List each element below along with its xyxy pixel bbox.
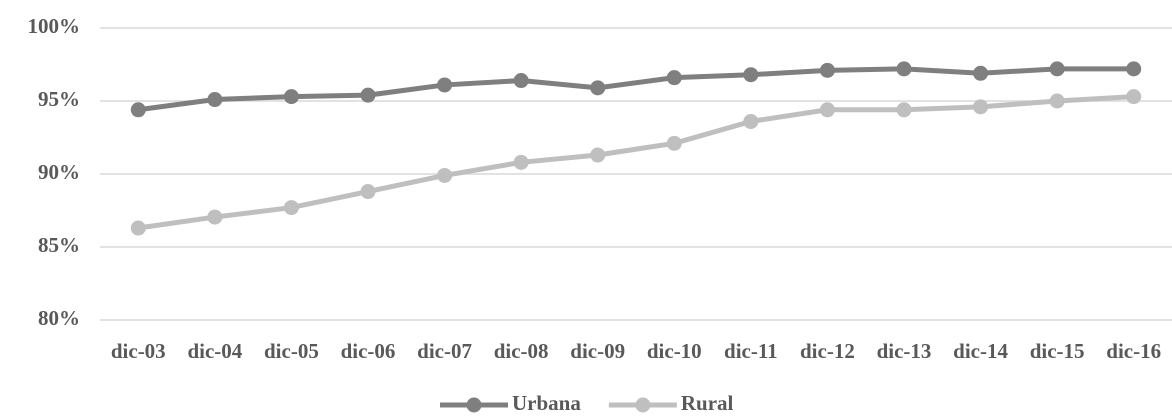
x-tick-label: dic-15: [1030, 339, 1085, 363]
y-tick-label: 80%: [38, 306, 80, 330]
data-point: [973, 99, 989, 115]
data-point: [896, 61, 912, 77]
x-tick-label: dic-11: [724, 339, 778, 363]
legend-marker: [635, 397, 651, 413]
legend-item: Rural: [608, 391, 734, 415]
x-tick-label: dic-05: [264, 339, 319, 363]
data-point: [360, 184, 376, 200]
x-tick-label: dic-09: [570, 339, 625, 363]
y-tick-label: 90%: [38, 160, 80, 184]
data-point: [1126, 61, 1142, 77]
data-point: [283, 89, 299, 105]
data-point: [1049, 93, 1065, 109]
data-point: [1126, 89, 1142, 105]
data-point: [360, 87, 376, 103]
x-tick-label: dic-12: [800, 339, 855, 363]
x-tick-label: dic-16: [1106, 339, 1161, 363]
x-tick-label: dic-06: [341, 339, 396, 363]
data-point: [513, 73, 529, 89]
data-point: [207, 209, 223, 225]
series-line: [137, 94, 1134, 231]
data-point: [1049, 61, 1065, 77]
data-point: [437, 167, 453, 183]
data-point: [207, 92, 223, 108]
data-point: [130, 220, 146, 236]
data-point: [819, 62, 835, 78]
data-point: [590, 147, 606, 163]
x-tick-label: dic-10: [647, 339, 702, 363]
data-point: [590, 80, 606, 96]
legend-marker: [466, 397, 482, 413]
data-point: [896, 102, 912, 118]
legend-label: Urbana: [512, 391, 581, 415]
series-line: [137, 66, 1134, 113]
data-point: [283, 200, 299, 216]
data-point: [513, 154, 529, 170]
x-tick-label: dic-13: [877, 339, 932, 363]
data-point: [666, 135, 682, 151]
legend-item: Urbana: [440, 391, 581, 415]
x-tick-label: dic-08: [494, 339, 549, 363]
x-tick-label: dic-03: [111, 339, 166, 363]
data-point: [743, 67, 759, 83]
x-tick-label: dic-07: [417, 339, 472, 363]
x-tick-label: dic-04: [187, 339, 242, 363]
data-point: [130, 102, 146, 118]
data-point: [973, 65, 989, 81]
data-point: [666, 70, 682, 86]
y-tick-label: 100%: [28, 14, 81, 38]
y-tick-label: 85%: [38, 233, 80, 257]
x-tick-label: dic-14: [953, 339, 1008, 363]
data-point: [437, 77, 453, 93]
legend-label: Rural: [681, 391, 734, 415]
data-point: [819, 102, 835, 118]
y-tick-label: 95%: [38, 87, 80, 111]
data-point: [743, 113, 759, 129]
